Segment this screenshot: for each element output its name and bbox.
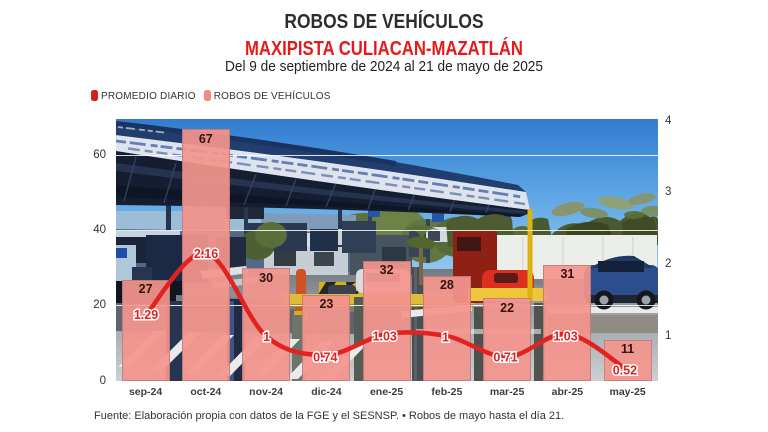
svg-text:0.52: 0.52: [613, 364, 637, 378]
svg-text:2.16: 2.16: [194, 247, 218, 261]
svg-text:1: 1: [442, 330, 449, 344]
svg-text:1.03: 1.03: [553, 330, 577, 344]
svg-text:1.03: 1.03: [373, 330, 397, 344]
svg-text:1.29: 1.29: [134, 308, 158, 322]
svg-text:1: 1: [263, 330, 270, 344]
svg-text:0.74: 0.74: [313, 351, 337, 365]
svg-text:0.71: 0.71: [493, 350, 517, 364]
